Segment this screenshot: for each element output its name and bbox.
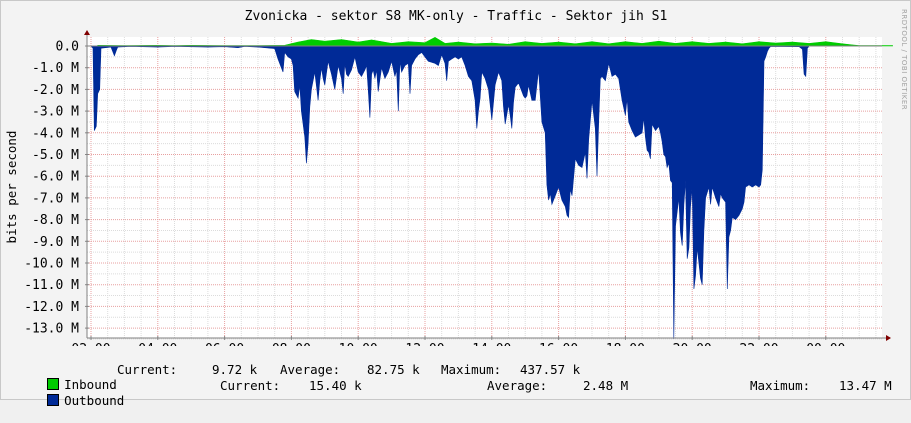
traffic-chart: Zvonicka - sektor S8 MK-only - Traffic -… xyxy=(4,9,893,347)
inbound-average-label: Average: xyxy=(280,362,341,377)
graph-frame: Zvonicka - sektor S8 MK-only - Traffic -… xyxy=(0,0,911,408)
y-tick-label: -13.0 M xyxy=(24,322,79,337)
chart-title: Zvonicka - sektor S8 MK-only - Traffic -… xyxy=(245,9,668,24)
inbound-average-value: 82.75 k xyxy=(367,362,420,377)
y-tick-label: -1.0 M xyxy=(32,61,79,76)
x-tick-label: 06:00 xyxy=(205,342,244,346)
x-tick-label: 12:00 xyxy=(405,342,444,346)
outbound-maximum-value: 13.47 M xyxy=(839,378,892,393)
x-tick-label: 14:00 xyxy=(472,342,511,346)
legend-inbound: Inbound xyxy=(17,362,117,407)
y-tick-label: -12.0 M xyxy=(24,300,79,315)
outbound-label: Outbound xyxy=(64,393,125,408)
x-tick-label: 22:00 xyxy=(739,342,778,346)
x-tick-label: 16:00 xyxy=(539,342,578,346)
y-tick-label: -4.0 M xyxy=(32,126,79,141)
y-tick-label: 0.0 xyxy=(56,40,79,55)
data-areas xyxy=(90,36,893,339)
outbound-average-value: 2.48 M xyxy=(583,378,629,393)
x-tick-label: 20:00 xyxy=(673,342,712,346)
y-tick-label: -7.0 M xyxy=(32,191,79,206)
x-tick-label: 18:00 xyxy=(606,342,645,346)
x-tick-label: 04:00 xyxy=(138,342,177,346)
grid-lines xyxy=(87,37,882,340)
x-tick-label: 02:00 xyxy=(71,342,110,346)
inbound-area xyxy=(97,36,893,47)
y-tick-label: -8.0 M xyxy=(32,213,79,228)
outbound-area xyxy=(90,45,810,339)
axes xyxy=(84,30,891,341)
outbound-average-label: Average: xyxy=(487,378,548,393)
inbound-swatch xyxy=(47,378,60,390)
x-axis-arrow xyxy=(886,335,891,341)
inbound-current-value: 9.72 k xyxy=(212,362,258,377)
inbound-label: Inbound xyxy=(64,377,117,392)
y-tick-label: -3.0 M xyxy=(32,105,79,120)
watermark: RRDTOOL / TOBI OETIKER xyxy=(900,9,908,111)
axis-ticks: 0.0 -1.0 M -2.0 M -3.0 M -4.0 M -5.0 M -6.0 M -… xyxy=(24,40,845,347)
inbound-maximum-label: Maximum: xyxy=(441,362,502,377)
x-tick-label: 08:00 xyxy=(272,342,311,346)
outbound-current-label: Current: xyxy=(220,378,281,393)
legend-outbound: Outbound xyxy=(17,378,124,423)
outbound-swatch xyxy=(47,394,60,406)
inbound-current-label: Current: xyxy=(117,362,178,377)
inbound-maximum-value: 437.57 k xyxy=(520,362,581,377)
x-tick-label: 00:00 xyxy=(806,342,845,346)
y-tick-label: -5.0 M xyxy=(32,148,79,163)
y-tick-label: -11.0 M xyxy=(24,278,79,293)
y-tick-label: -2.0 M xyxy=(32,83,79,98)
y-tick-label: -9.0 M xyxy=(32,235,79,250)
outbound-current-value: 15.40 k xyxy=(309,378,362,393)
y-tick-label: -10.0 M xyxy=(24,257,79,272)
x-tick-label: 10:00 xyxy=(339,342,378,346)
y-axis-label: bits per second xyxy=(4,131,19,244)
y-axis-arrow xyxy=(84,30,90,35)
outbound-maximum-label: Maximum: xyxy=(750,378,811,393)
y-tick-label: -6.0 M xyxy=(32,170,79,185)
